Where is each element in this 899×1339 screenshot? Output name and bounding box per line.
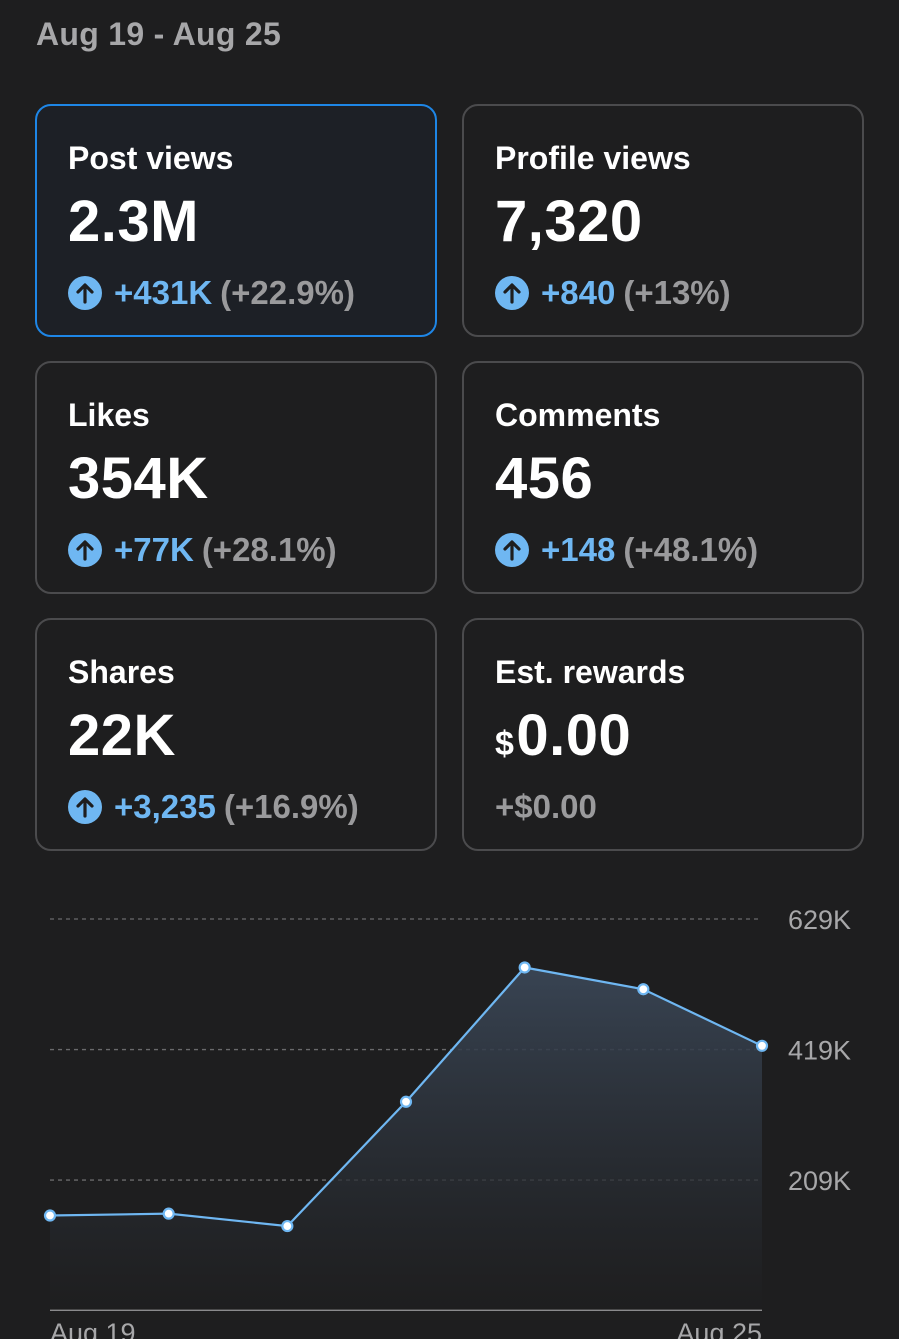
metric-card-comments[interactable]: Comments 456 +148 (+48.1%) bbox=[462, 361, 864, 594]
metric-label: Shares bbox=[68, 654, 175, 690]
metric-card-post-views[interactable]: Post views 2.3M +431K (+22.9%) bbox=[35, 104, 437, 337]
metric-change: +$0.00 bbox=[495, 788, 605, 826]
metric-change: +148 (+48.1%) bbox=[495, 531, 758, 569]
arrow-up-icon bbox=[68, 790, 102, 824]
metric-delta: +3,235 bbox=[114, 788, 216, 825]
data-point[interactable] bbox=[281, 1219, 294, 1233]
metric-percent: (+48.1%) bbox=[623, 531, 759, 568]
data-point[interactable] bbox=[518, 961, 531, 974]
y-tick-label: 419K bbox=[788, 1036, 851, 1066]
arrow-up-icon bbox=[68, 533, 102, 567]
metric-value: 7,320 bbox=[495, 189, 643, 254]
metric-percent: (+28.1%) bbox=[201, 531, 337, 568]
metric-value: 2.3M bbox=[68, 189, 199, 254]
data-point[interactable] bbox=[43, 1209, 57, 1222]
x-tick-label: Aug 25 bbox=[676, 1318, 762, 1339]
x-tick-label: Aug 19 bbox=[50, 1318, 136, 1339]
metric-delta: +$0.00 bbox=[495, 788, 597, 825]
currency-symbol: $ bbox=[495, 725, 515, 763]
line-chart-svg: 629K 419K 209K Aug 19 Aug 25 bbox=[43, 905, 851, 1339]
metric-delta: +431K bbox=[114, 274, 213, 311]
metric-change: +431K (+22.9%) bbox=[68, 274, 355, 312]
arrow-up-icon bbox=[495, 533, 529, 567]
metric-card-shares[interactable]: Shares 22K +3,235 (+16.9%) bbox=[35, 618, 437, 851]
data-point[interactable] bbox=[162, 1207, 175, 1220]
series-area bbox=[50, 967, 762, 1310]
metric-percent: (+13%) bbox=[623, 274, 731, 311]
y-tick-label: 209K bbox=[788, 1166, 851, 1196]
metric-value: $0.00 bbox=[495, 702, 631, 769]
arrow-up-icon bbox=[495, 276, 529, 310]
metric-card-likes[interactable]: Likes 354K +77K (+28.1%) bbox=[35, 361, 437, 594]
metric-label: Comments bbox=[495, 397, 661, 433]
metric-label: Est. rewards bbox=[495, 654, 686, 690]
metric-delta: +148 bbox=[541, 531, 616, 568]
views-chart[interactable]: 629K 419K 209K Aug 19 Aug 25 bbox=[0, 880, 899, 1339]
data-point[interactable] bbox=[755, 1039, 769, 1052]
metric-delta: +77K bbox=[114, 531, 194, 568]
metric-value: 22K bbox=[68, 703, 176, 768]
date-range-label: Aug 19 - Aug 25 bbox=[36, 16, 282, 52]
arrow-up-icon bbox=[68, 276, 102, 310]
data-point[interactable] bbox=[399, 1095, 413, 1108]
metric-change: +840 (+13%) bbox=[495, 274, 731, 312]
metric-change: +3,235 (+16.9%) bbox=[68, 788, 359, 826]
metric-card-est-rewards[interactable]: Est. rewards $0.00 +$0.00 bbox=[462, 618, 864, 851]
metric-value: 354K bbox=[68, 446, 209, 511]
metric-card-profile-views[interactable]: Profile views 7,320 +840 (+13%) bbox=[462, 104, 864, 337]
reward-amount: 0.00 bbox=[516, 703, 632, 768]
metric-label: Post views bbox=[68, 140, 234, 176]
metric-percent: (+22.9%) bbox=[220, 274, 355, 311]
y-tick-label: 629K bbox=[788, 905, 851, 935]
metric-change: +77K (+28.1%) bbox=[68, 531, 337, 569]
metric-value: 456 bbox=[495, 446, 594, 511]
metric-label: Profile views bbox=[495, 140, 691, 176]
data-point[interactable] bbox=[637, 983, 650, 996]
metric-label: Likes bbox=[68, 397, 150, 433]
metric-delta: +840 bbox=[541, 274, 616, 311]
metric-percent: (+16.9%) bbox=[223, 788, 359, 825]
